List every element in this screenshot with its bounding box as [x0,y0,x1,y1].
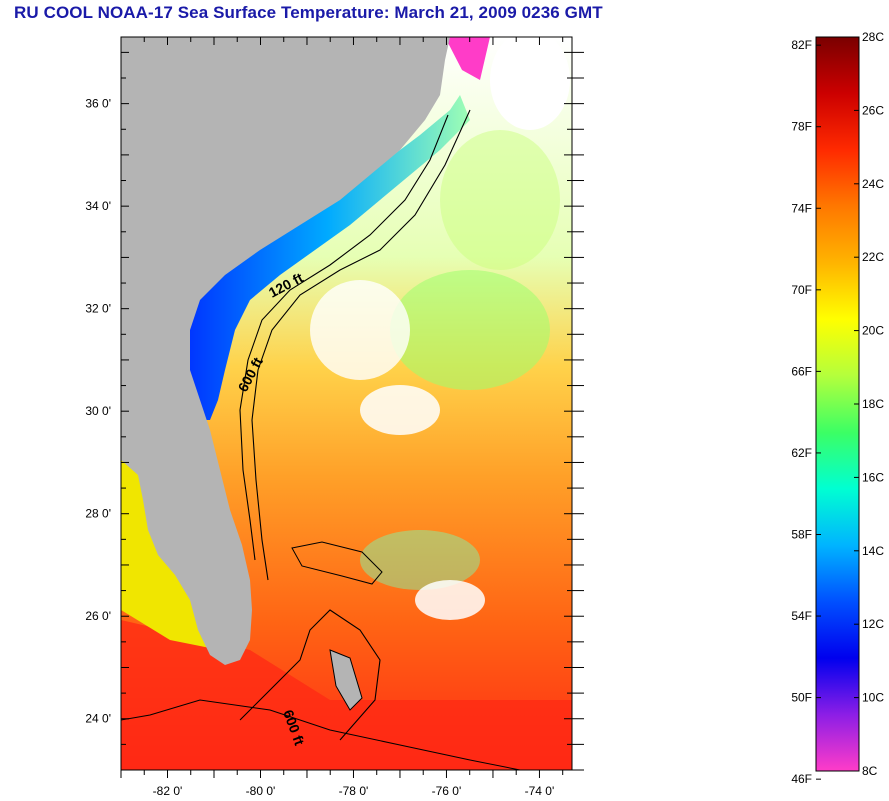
fahrenheit-label: 74F [791,201,812,215]
celsius-label: 28C [862,30,884,44]
coastal-cold-plume [185,95,470,420]
fahrenheit-label: 62F [791,446,812,460]
fahrenheit-label: 82F [791,38,812,52]
lat-tick-label: 36 0' [85,97,111,111]
cold-water-patch [445,37,490,80]
fahrenheit-label: 70F [791,283,812,297]
bahamas-island [291,541,383,585]
celsius-label: 14C [862,544,884,558]
cool-water-patch [360,530,480,590]
celsius-label: 10C [862,691,884,705]
celsius-label: 24C [862,177,884,191]
lat-tick-label: 24 0' [85,712,111,726]
contour-120ft [239,114,449,561]
contour-600ft [251,109,471,581]
celsius-label: 26C [862,103,884,117]
celsius-label: 20C [862,324,884,338]
celsius-label: 12C [862,617,884,631]
lon-tick-label: -78 0' [339,784,369,798]
lon-tick-label: -80 0' [246,784,276,798]
lat-tick-label: 30 0' [85,404,111,418]
celsius-label: 16C [862,470,884,484]
map-frame [120,36,573,771]
map-title: RU COOL NOAA-17 Sea Surface Temperature:… [14,3,603,22]
cuba-coast [121,699,521,770]
celsius-label: 22C [862,250,884,264]
fahrenheit-label: 46F [791,772,812,786]
lat-tick-label: 34 0' [85,199,111,213]
cloud-patch [415,580,485,620]
lat-tick-label: 32 0' [85,302,111,316]
cool-water-patch [390,270,550,390]
fahrenheit-label: 78F [791,120,812,134]
cloud-patch [310,280,410,380]
cloud-patch [490,37,570,130]
colorbar-fill [815,36,860,772]
cool-water-patch [440,130,560,270]
lon-tick-label: -76 0' [432,784,462,798]
us-mainland [121,37,450,665]
lat-tick-label: 26 0' [85,609,111,623]
fahrenheit-label: 58F [791,527,812,541]
lat-tick-label: 28 0' [85,507,111,521]
celsius-label: 8C [862,764,878,778]
bahamas-island [329,649,363,711]
lon-tick-label: -74 0' [525,784,555,798]
lon-tick-label: -82 0' [153,784,183,798]
celsius-label: 18C [862,397,884,411]
fahrenheit-label: 54F [791,609,812,623]
cloud-patch [360,385,440,435]
fahrenheit-label: 66F [791,364,812,378]
contour-600ft-south [239,609,381,741]
fahrenheit-label: 50F [791,691,812,705]
